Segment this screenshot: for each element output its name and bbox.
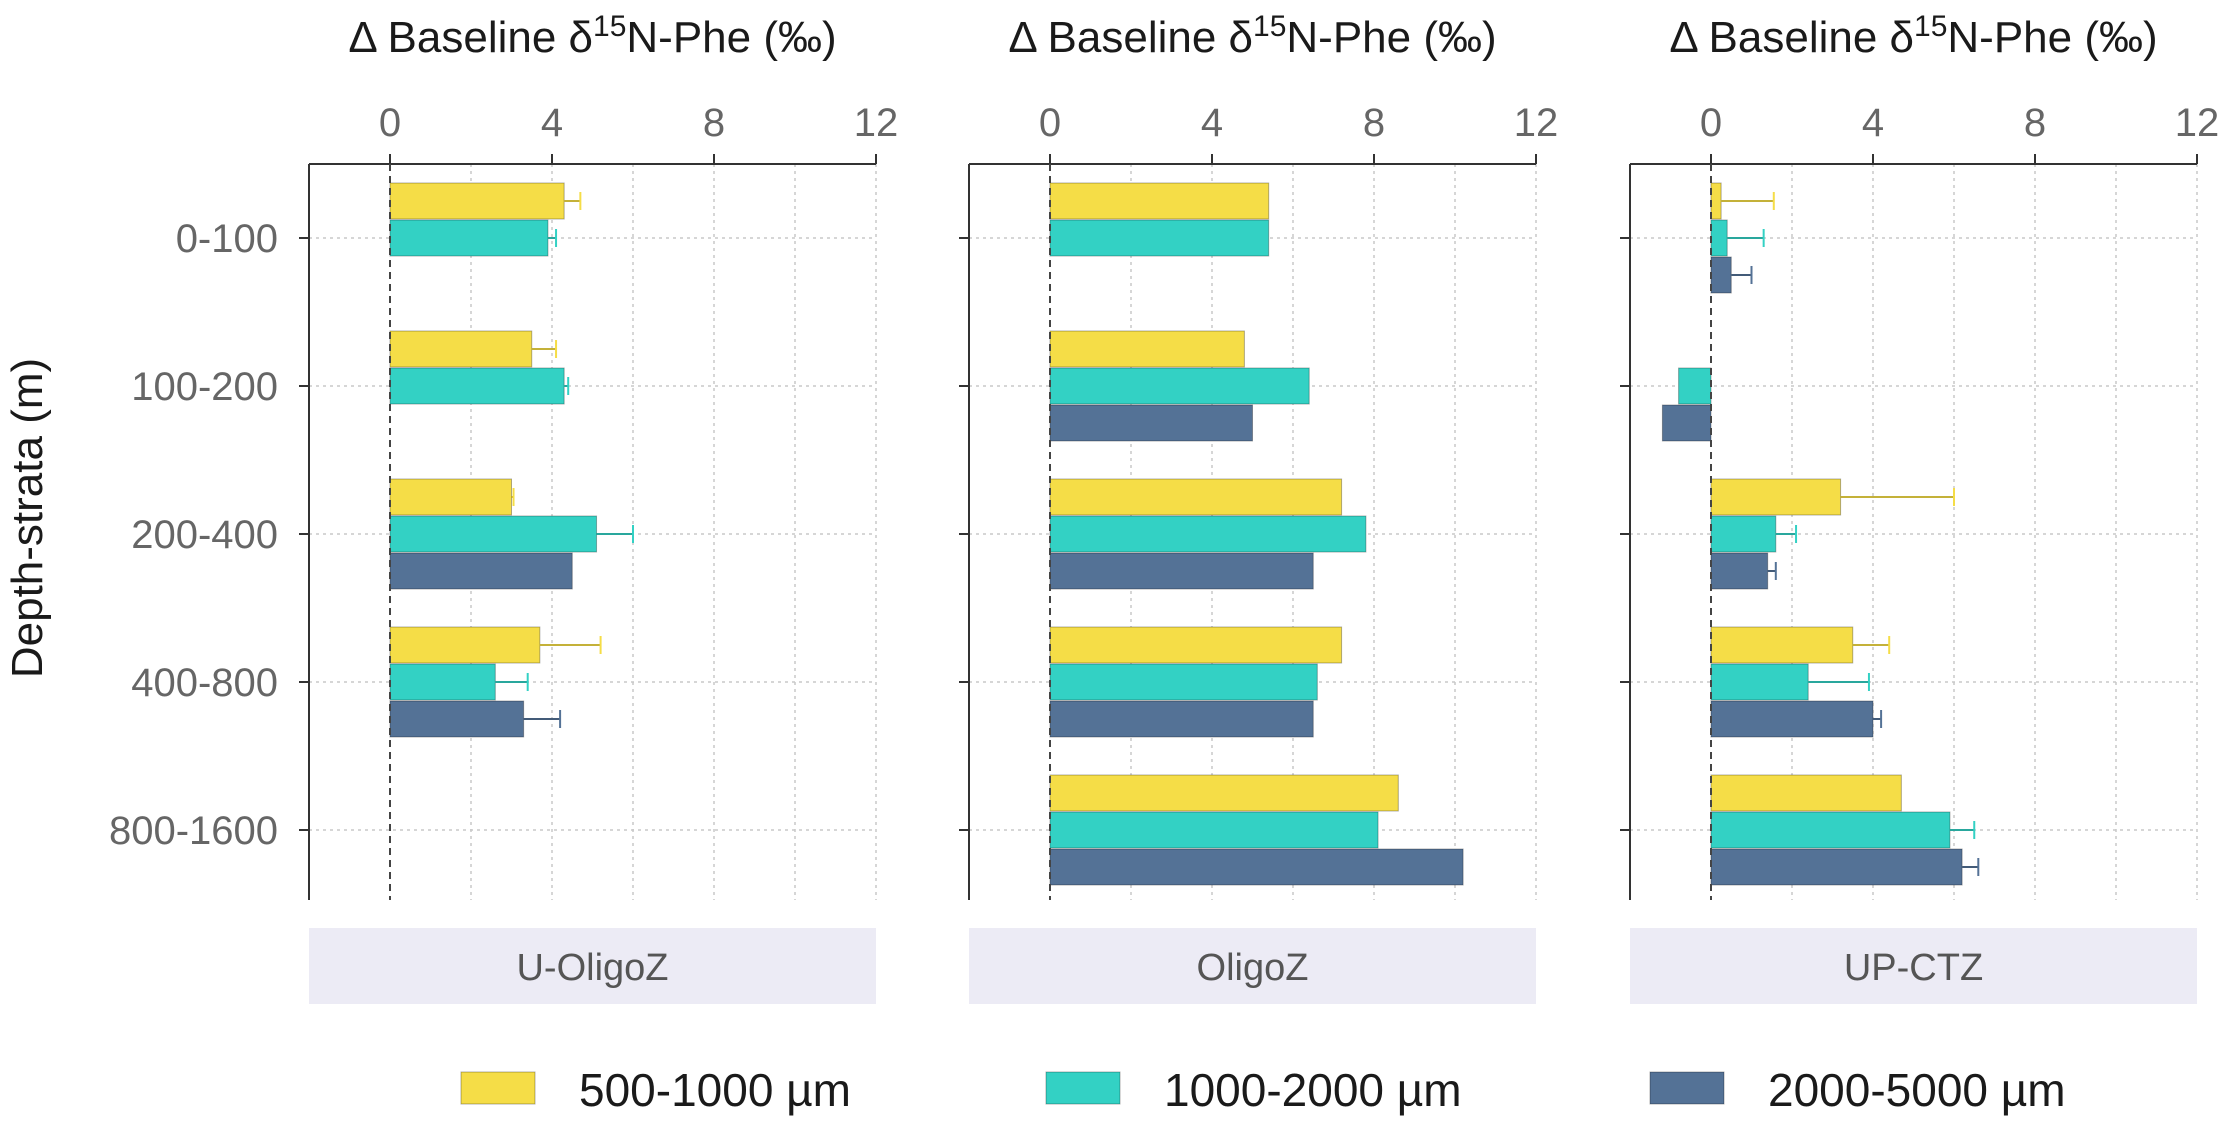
bar bbox=[1049, 848, 1464, 886]
panel-3: Δ Baseline δ15N-Phe (‰) 0 4 8 12 UP-CTZ bbox=[1620, 10, 2219, 1004]
bar bbox=[1678, 367, 1712, 405]
bar bbox=[389, 626, 541, 664]
x-tick-label: 8 bbox=[2024, 101, 2046, 145]
panel-1: Δ Baseline δ15N-Phe (‰) 0 4 8 12 0-100 100-200… bbox=[109, 10, 898, 1004]
x-tick-label: 4 bbox=[541, 101, 563, 145]
bar bbox=[389, 367, 565, 405]
panel-label: UP-CTZ bbox=[1844, 947, 1983, 989]
x-tick-label: 12 bbox=[854, 101, 899, 145]
y-tick-label: 800-1600 bbox=[109, 809, 278, 853]
bar bbox=[1710, 256, 1732, 294]
legend-swatch bbox=[1045, 1071, 1121, 1105]
bar bbox=[1710, 811, 1951, 849]
x-tick-label: 0 bbox=[379, 101, 401, 145]
x-axis-title-prefix: Δ Baseline δ bbox=[1669, 13, 1914, 62]
x-axis-title: Δ Baseline δ15N-Phe (‰) bbox=[1008, 10, 1496, 62]
panel-label: OligoZ bbox=[1197, 947, 1309, 989]
x-tick-label: 0 bbox=[1039, 101, 1061, 145]
x-tick-label: 12 bbox=[2175, 101, 2220, 145]
x-tick-label: 0 bbox=[1700, 101, 1722, 145]
bar bbox=[1049, 219, 1270, 257]
bar bbox=[1710, 848, 1963, 886]
bar bbox=[389, 182, 565, 220]
legend-swatch bbox=[1649, 1071, 1725, 1105]
bar bbox=[1049, 478, 1343, 516]
y-tick-label: 400-800 bbox=[131, 661, 278, 705]
bar bbox=[1710, 478, 1842, 516]
bar bbox=[1049, 663, 1318, 701]
x-axis-title-superscript: 15 bbox=[1914, 10, 1947, 43]
y-tick-label: 0-100 bbox=[176, 217, 278, 261]
x-axis-title-superscript: 15 bbox=[1253, 10, 1286, 43]
panel-label-box bbox=[969, 928, 1536, 1004]
bar bbox=[389, 515, 598, 553]
x-axis-title: Δ Baseline δ15N-Phe (‰) bbox=[348, 10, 836, 62]
y-tick-label: 100-200 bbox=[131, 365, 278, 409]
bar bbox=[1710, 774, 1902, 812]
x-axis-title-suffix: N-Phe (‰) bbox=[626, 13, 836, 62]
x-tick-label: 8 bbox=[1363, 101, 1385, 145]
x-tick-label: 4 bbox=[1201, 101, 1223, 145]
bar bbox=[389, 330, 533, 368]
panel-label: U-OligoZ bbox=[516, 947, 668, 989]
panel-2: Δ Baseline δ15N-Phe (‰) 0 4 8 12 OligoZ bbox=[959, 10, 1558, 1004]
x-axis-title: Δ Baseline δ15N-Phe (‰) bbox=[1669, 10, 2157, 62]
bar bbox=[1710, 552, 1769, 590]
bar bbox=[389, 663, 496, 701]
legend-label: 2000-5000 µm bbox=[1768, 1064, 2066, 1116]
bar bbox=[1710, 663, 1809, 701]
bar bbox=[389, 700, 525, 738]
x-tick-label: 4 bbox=[1862, 101, 1884, 145]
bar bbox=[1049, 774, 1399, 812]
y-axis-title: Depth-strata (m) bbox=[3, 358, 52, 678]
x-axis-title-prefix: Δ Baseline δ bbox=[348, 13, 593, 62]
y-tick-label: 200-400 bbox=[131, 513, 278, 557]
x-axis-title-suffix: N-Phe (‰) bbox=[1286, 13, 1496, 62]
bar bbox=[1049, 515, 1367, 553]
bar bbox=[389, 478, 512, 516]
bar bbox=[389, 552, 573, 590]
bar bbox=[1661, 404, 1712, 442]
x-axis-title-superscript: 15 bbox=[593, 10, 626, 43]
legend-label: 500-1000 µm bbox=[579, 1064, 851, 1116]
bar bbox=[1710, 515, 1777, 553]
bar bbox=[1710, 626, 1854, 664]
bar bbox=[1049, 330, 1245, 368]
bar bbox=[1710, 219, 1728, 257]
bar bbox=[1710, 700, 1874, 738]
bar bbox=[1049, 404, 1253, 442]
bar bbox=[389, 219, 549, 257]
bar bbox=[1049, 811, 1379, 849]
panel-label-box bbox=[1630, 928, 2197, 1004]
bar bbox=[1049, 552, 1314, 590]
x-axis-title-suffix: N-Phe (‰) bbox=[1947, 13, 2157, 62]
bar bbox=[1710, 182, 1722, 220]
bar bbox=[1049, 626, 1343, 664]
legend-label: 1000-2000 µm bbox=[1164, 1064, 1462, 1116]
legend-swatch bbox=[460, 1071, 536, 1105]
bar bbox=[1049, 182, 1270, 220]
panel-label-box bbox=[309, 928, 876, 1004]
bar bbox=[1049, 700, 1314, 738]
x-tick-label: 8 bbox=[703, 101, 725, 145]
bar bbox=[1049, 367, 1310, 405]
x-tick-label: 12 bbox=[1514, 101, 1559, 145]
x-axis-title-prefix: Δ Baseline δ bbox=[1008, 13, 1253, 62]
legend: 500-1000 µm 1000-2000 µm 2000-5000 µm bbox=[460, 1064, 2066, 1116]
